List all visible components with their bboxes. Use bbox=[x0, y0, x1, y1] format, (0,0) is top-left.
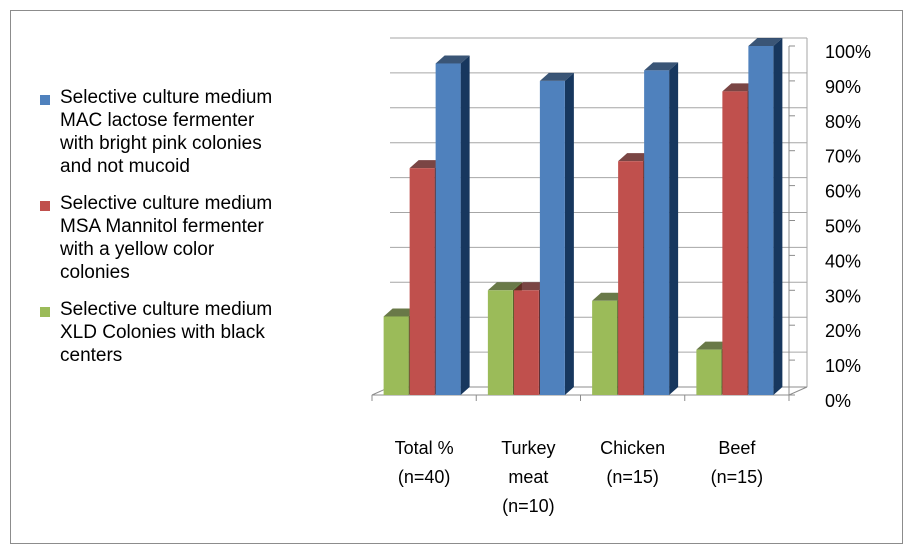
y-tick-label: 10% bbox=[825, 356, 861, 376]
legend-label: and not mucoid bbox=[60, 156, 190, 177]
bar-1-3-top bbox=[592, 292, 627, 301]
bar-3-3 bbox=[644, 70, 670, 396]
y-tick-label: 80% bbox=[825, 112, 861, 132]
y-tick-label: 40% bbox=[825, 251, 861, 271]
bar-3-1-top bbox=[435, 55, 470, 64]
x-category-label: (n=10) bbox=[502, 496, 555, 516]
bar-2-1-top bbox=[409, 160, 444, 169]
bar-1-2-top bbox=[487, 282, 522, 291]
x-category-label: Chicken bbox=[600, 438, 665, 458]
y-tick-label: 30% bbox=[825, 286, 861, 306]
y-tick-label: 100% bbox=[825, 42, 871, 62]
bar-2-4-top bbox=[722, 83, 757, 92]
bar-2-2 bbox=[513, 290, 539, 395]
bar-2-4 bbox=[722, 91, 748, 396]
legend-label: with bright pink colonies bbox=[60, 133, 262, 154]
x-category-label: Total % bbox=[395, 438, 454, 458]
y-tick-label: 90% bbox=[825, 77, 861, 97]
bar-2-3-top bbox=[618, 153, 653, 162]
bar-1-2 bbox=[487, 290, 513, 395]
legend-label: Selective culture medium bbox=[60, 193, 273, 214]
bar-3-1-side bbox=[460, 55, 470, 395]
bar-3-2-top bbox=[539, 72, 574, 81]
legend-label: XLD Colonies with black bbox=[60, 322, 265, 343]
y-tick-label: 50% bbox=[825, 217, 861, 237]
legend-item: Selective culture medium MAC lactose ferm… bbox=[40, 86, 330, 178]
bar-2-1 bbox=[409, 168, 435, 395]
x-category-label: Beef bbox=[718, 438, 756, 458]
legend-swatch bbox=[40, 307, 50, 317]
legend-label: Selective culture medium bbox=[60, 87, 273, 108]
legend-item: Selective culture medium XLD Colonies wit… bbox=[40, 298, 330, 367]
bar-1-1-top bbox=[383, 308, 418, 317]
y-tick-label: 20% bbox=[825, 321, 861, 341]
legend-label: MSA Mannitol fermenter bbox=[60, 216, 264, 237]
y-tick-label: 0% bbox=[825, 391, 851, 411]
bar-3-4 bbox=[748, 46, 774, 395]
legend: Selective culture medium MAC lactose ferm… bbox=[40, 86, 330, 381]
legend-label: with a yellow color bbox=[60, 239, 215, 260]
legend-item: Selective culture medium MSA Mannitol fer… bbox=[40, 192, 330, 284]
x-category-label: Turkey bbox=[501, 438, 555, 458]
bar-1-1 bbox=[383, 316, 409, 395]
bar-1-4 bbox=[696, 349, 722, 395]
bar-3-2 bbox=[539, 80, 565, 396]
legend-swatch bbox=[40, 95, 50, 105]
bar-2-3 bbox=[618, 161, 644, 395]
bar-3-3-top bbox=[644, 62, 679, 71]
bar-3-3-side bbox=[669, 62, 679, 396]
bar-3-1 bbox=[435, 63, 461, 395]
bar-3-4-side bbox=[773, 38, 783, 395]
legend-swatch bbox=[40, 201, 50, 211]
legend-label: centers bbox=[60, 345, 123, 366]
bar-1-3 bbox=[592, 300, 618, 395]
bar-2-2-top bbox=[513, 282, 548, 291]
legend-label: MAC lactose fermenter bbox=[60, 110, 255, 131]
x-category-label: (n=15) bbox=[711, 467, 764, 487]
y-tick-label: 70% bbox=[825, 147, 861, 167]
bar-3-4-top bbox=[748, 38, 783, 46]
y-tick-label: 60% bbox=[825, 182, 861, 202]
legend-label: colonies bbox=[60, 262, 130, 283]
bar-1-4-top bbox=[696, 341, 731, 350]
legend-label: Selective culture medium bbox=[60, 299, 273, 320]
x-category-label: (n=40) bbox=[398, 467, 451, 487]
x-category-label: (n=15) bbox=[606, 467, 659, 487]
x-category-label: meat bbox=[508, 467, 548, 487]
bar-3-2-side bbox=[564, 72, 574, 396]
